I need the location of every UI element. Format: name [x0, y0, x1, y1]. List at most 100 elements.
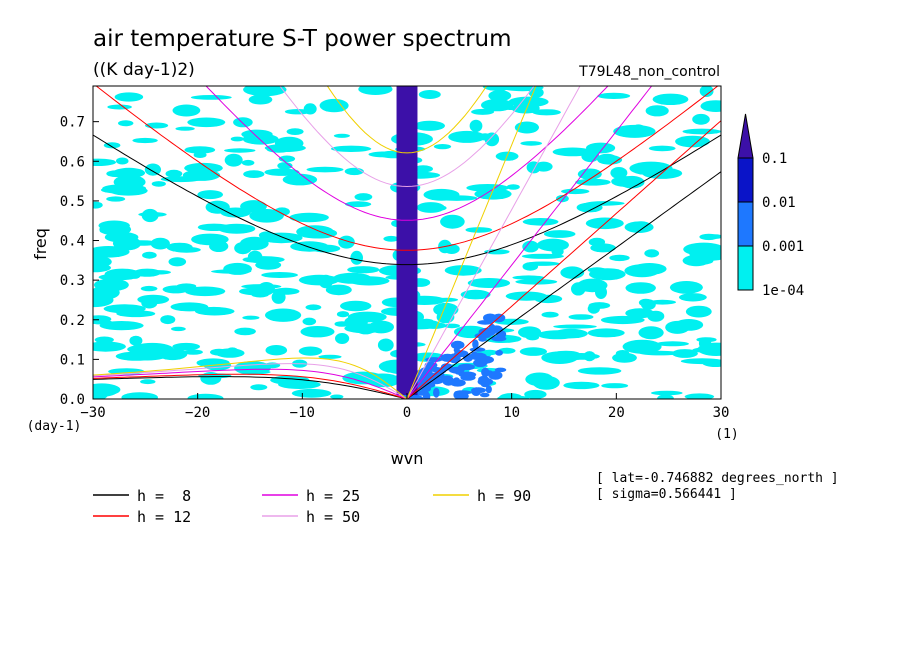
spectral-patch	[472, 339, 479, 350]
legend-label: h = 8	[137, 487, 191, 505]
spectral-patch	[700, 100, 721, 112]
spectral-patch	[318, 354, 342, 359]
spectral-patch	[413, 165, 433, 173]
spectral-patch	[141, 297, 158, 309]
rossby-wave-curve	[93, 373, 408, 399]
spectral-patch	[199, 306, 229, 315]
sigma-info: [ sigma=0.566441 ]	[596, 487, 737, 502]
spectral-patch	[521, 253, 565, 259]
spectral-patch	[333, 133, 350, 138]
spectral-patch	[278, 380, 321, 389]
spectral-patch	[495, 349, 503, 356]
legend-label: h = 25	[306, 487, 360, 505]
gravity-wave-curve	[326, 86, 488, 154]
spectral-patch	[336, 311, 350, 318]
spectral-patch	[140, 379, 156, 385]
y-tick-label: 0.7	[60, 115, 85, 131]
spectral-patch	[99, 223, 132, 236]
spectral-patch	[469, 119, 483, 133]
spectral-patch	[645, 105, 669, 117]
y-axis-unit: (day-1)	[27, 419, 82, 434]
spectral-patch	[488, 371, 503, 380]
x-tick-label: −20	[185, 405, 210, 421]
spectral-patch	[345, 201, 372, 208]
spectral-patch	[656, 341, 689, 347]
spectral-patch	[224, 148, 256, 153]
spectral-patch	[541, 311, 559, 318]
spectral-patch	[418, 90, 441, 99]
spectral-patch	[522, 218, 559, 226]
spectral-patch	[274, 207, 290, 216]
spectral-patch	[543, 230, 576, 238]
spectral-patch	[588, 302, 611, 309]
spectral-patch	[477, 377, 493, 386]
spectral-patch	[450, 340, 465, 350]
spectral-patch	[347, 266, 380, 274]
spectral-patch	[265, 345, 288, 356]
spectral-patch	[448, 130, 486, 143]
spectral-patch	[449, 379, 466, 387]
x-tick-label: 0	[403, 405, 411, 421]
spectral-patch	[702, 359, 721, 367]
spectral-patch	[354, 193, 373, 201]
spectral-patch	[166, 242, 193, 252]
colorbar: 1e-04 0.001 0.01 0.1	[737, 113, 804, 299]
spectral-patch	[480, 349, 499, 356]
spectral-patch	[674, 319, 704, 331]
spectral-patch	[129, 335, 143, 346]
spectral-patch	[433, 205, 447, 211]
spectral-patch	[587, 328, 625, 338]
spectral-patch	[286, 128, 304, 136]
spectral-patch	[93, 158, 117, 166]
spectral-patch	[210, 348, 229, 356]
spectral-patch	[172, 342, 200, 351]
spectral-patch	[433, 302, 459, 317]
spectral-patch	[651, 390, 683, 396]
spectral-patch	[629, 161, 673, 176]
spectral-patch	[600, 315, 645, 325]
y-tick-label: 0.4	[60, 234, 85, 250]
kelvin-wave-curve	[406, 86, 537, 399]
rossby-wave-curve	[93, 376, 408, 399]
spectral-patch	[175, 126, 195, 131]
rossby-wave-curve	[93, 363, 408, 399]
spectral-patch	[162, 285, 189, 294]
spectral-patch	[187, 117, 226, 128]
x-tick-label: 20	[608, 405, 625, 421]
x-tick-label: 10	[503, 405, 520, 421]
spectral-patch	[103, 304, 146, 314]
spectral-patch	[319, 98, 349, 113]
spectral-patch	[233, 117, 253, 128]
spectral-patch	[595, 285, 607, 299]
spectral-patch	[433, 144, 452, 150]
spectral-patch	[140, 285, 158, 292]
spectral-patch	[325, 284, 352, 296]
spectral-patch	[209, 240, 229, 252]
colorbar-label: 0.01	[762, 195, 796, 211]
spectral-patch	[300, 326, 335, 338]
spectral-patch	[479, 392, 490, 398]
spectral-patch	[685, 305, 712, 318]
spectral-patch	[94, 336, 114, 344]
y-tick-label: 0.6	[60, 154, 85, 170]
spectral-patch	[624, 264, 660, 278]
spectral-patch	[682, 128, 721, 135]
spectral-patch	[306, 166, 344, 173]
spectral-patch	[679, 293, 707, 302]
spectral-patch	[526, 161, 541, 174]
spectral-patch	[302, 317, 317, 326]
spectral-patch	[471, 108, 495, 115]
spectral-patch	[217, 223, 256, 234]
spectral-patch	[609, 254, 630, 262]
x-axis-unit: (1)	[715, 427, 738, 442]
spectral-patch	[223, 262, 253, 275]
colorbar-extend-arrow	[737, 113, 754, 159]
spectral-patch	[490, 326, 503, 332]
spectrum-field	[93, 86, 721, 399]
run-label: T79L48_non_control	[578, 64, 720, 80]
spectral-patch	[298, 346, 323, 356]
spectral-patch	[482, 86, 513, 91]
spectral-patch	[220, 207, 251, 218]
